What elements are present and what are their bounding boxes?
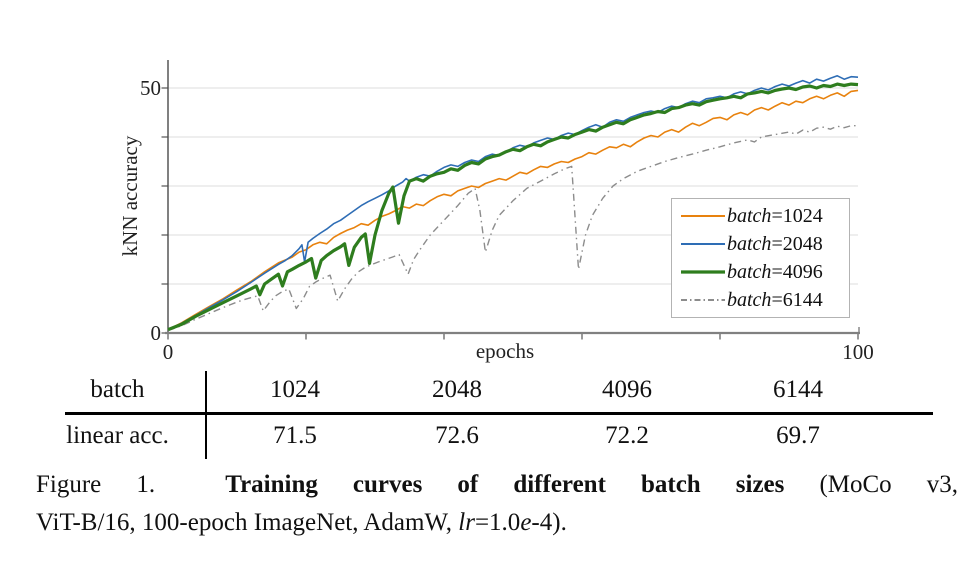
table-cell-batch-header-2: 2048 [432, 376, 482, 403]
training-curves-chart: 50 0 0 100 epochs kNN accuracy [118, 60, 874, 364]
table-cell-batch-header-0: batch [90, 376, 145, 403]
table-cell-linear-acc-2: 72.6 [435, 422, 479, 449]
legend-label-batch-word: batch [727, 233, 772, 255]
legend-label: batch=2048 [727, 234, 823, 254]
x-tick-label-0: 0 [163, 340, 174, 364]
caption-segment: e [520, 508, 532, 536]
x-axis-title: epochs [476, 339, 534, 363]
caption-line-1: Figure 1. Training curves of different b… [36, 466, 958, 504]
series-line-4096 [167, 82, 859, 332]
table-horizontal-rule [65, 412, 933, 415]
caption-segment: ViT-B/16, 100-epoch ImageNet, AdamW, [36, 508, 459, 536]
chart-legend: batch=1024 batch=2048 batch=4096 batch=6144 [671, 198, 850, 318]
caption-segment: Figure 1. [36, 471, 226, 498]
table-cell-batch-header-1: 1024 [270, 376, 320, 403]
caption-segment: Training curves of different batch sizes [225, 471, 785, 498]
table-cell-linear-acc-4: 69.7 [776, 422, 820, 449]
legend-label-value: =4096 [771, 261, 823, 283]
legend-item-4096: batch=4096 [680, 258, 843, 286]
legend-label-value: =2048 [771, 233, 823, 255]
y-tick-label-50: 50 [140, 76, 161, 100]
legend-label-batch-word: batch [727, 289, 772, 311]
table-cell-batch-header-3: 4096 [602, 376, 652, 403]
caption-segment: -4). [531, 508, 567, 536]
legend-label: batch=4096 [727, 262, 823, 282]
table-cell-linear-acc-3: 72.2 [605, 422, 649, 449]
series-line-1024 [167, 89, 859, 331]
legend-item-1024: batch=1024 [680, 202, 843, 230]
legend-label: batch=6144 [727, 290, 823, 310]
table-cell-linear-acc-0: linear acc. [66, 422, 169, 449]
y-axis-title: kNN accuracy [118, 135, 142, 256]
series-line-6144 [167, 125, 858, 332]
legend-label-batch-word: batch [727, 261, 772, 283]
figure-caption: Figure 1. Training curves of different b… [36, 466, 958, 541]
caption-segment: lr [458, 508, 475, 536]
linear-accuracy-table: batch 1024 2048 4096 6144 linear acc. 71.5 72.6… [0, 366, 973, 462]
caption-line-2: ViT-B/16, 100-epoch ImageNet, AdamW, lr=… [36, 504, 958, 542]
legend-label-value: =1024 [771, 205, 823, 227]
legend-item-2048: batch=2048 [680, 230, 843, 258]
legend-line-sample [681, 215, 725, 217]
legend-label-value: =6144 [771, 289, 823, 311]
table-vertical-rule [205, 371, 207, 459]
legend-line-sample [681, 299, 725, 301]
legend-label-batch-word: batch [727, 205, 772, 227]
legend-label: batch=1024 [727, 206, 823, 226]
legend-line-sample [681, 243, 725, 245]
axes [161, 60, 860, 340]
x-tick-label-100: 100 [842, 340, 874, 364]
y-tick-label-0: 0 [151, 321, 162, 345]
legend-line-sample [681, 270, 725, 274]
table-cell-batch-header-4: 6144 [773, 376, 823, 403]
legend-item-6144: batch=6144 [680, 286, 843, 314]
caption-segment: (MoCo v3, [784, 471, 958, 498]
caption-segment: =1.0 [474, 508, 521, 536]
table-cell-linear-acc-1: 71.5 [273, 422, 317, 449]
series-lines [167, 75, 859, 332]
